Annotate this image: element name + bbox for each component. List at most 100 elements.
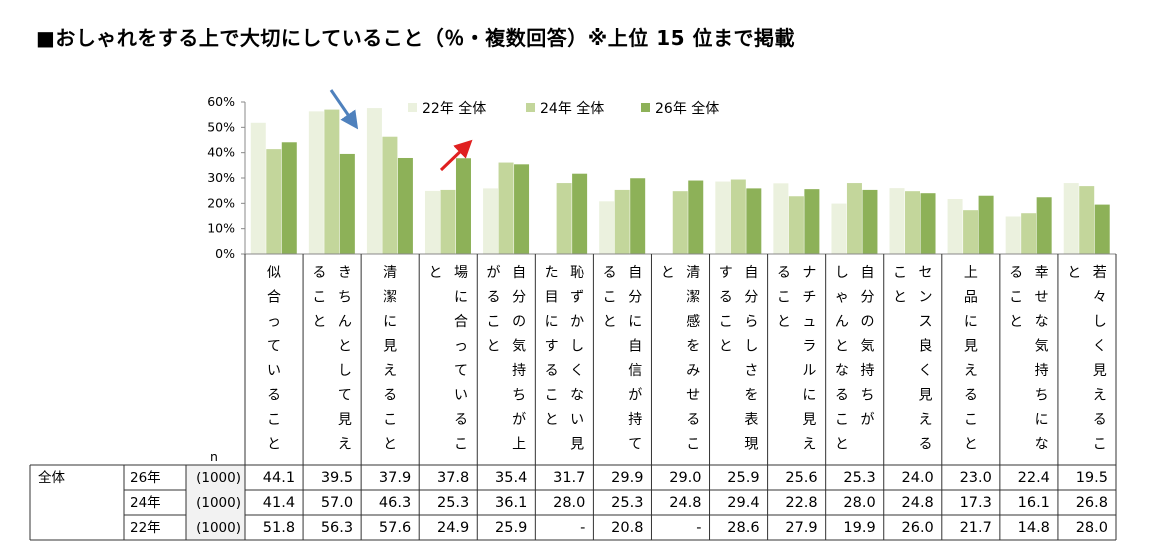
- table-cell: 29.0: [669, 470, 701, 486]
- category-label-char: る: [1009, 265, 1023, 281]
- category-label-char: が: [487, 265, 501, 281]
- category-label-char: る: [454, 412, 468, 428]
- category-label-char: 見: [383, 339, 397, 355]
- category-label-char: こ: [487, 314, 501, 330]
- category-label-char: っ: [267, 314, 281, 330]
- table-cell: 26.0: [902, 520, 934, 536]
- category-label-char: ゃ: [835, 290, 849, 306]
- category-label-char: ち: [338, 290, 352, 306]
- category-label-char: え: [802, 437, 816, 453]
- category-label-char: と: [603, 314, 617, 330]
- table-group-label: 全体: [38, 469, 65, 486]
- bar: [455, 158, 471, 254]
- category-label-char: る: [686, 412, 700, 428]
- bar: [324, 109, 340, 254]
- bar: [250, 122, 266, 254]
- category-label-char: る: [1093, 412, 1107, 428]
- category-label-char: る: [603, 265, 617, 281]
- category-label-char: く: [570, 363, 584, 379]
- table-cell: 24.8: [902, 495, 934, 511]
- category-label-char: 持: [1035, 363, 1049, 379]
- category-label-char: ず: [570, 290, 584, 306]
- category-label-char: 幸: [1035, 265, 1049, 281]
- table-cell: 25.6: [785, 470, 817, 486]
- bar: [688, 180, 704, 254]
- category-label-char: こ: [312, 290, 326, 306]
- category-label-char: と: [1009, 314, 1023, 330]
- table-cell: 37.8: [437, 470, 469, 486]
- table-cell: 29.4: [727, 495, 759, 511]
- category-label-char: ン: [919, 290, 933, 306]
- category-label-char: 目: [545, 290, 559, 306]
- category-label-char: こ: [777, 290, 791, 306]
- bar: [614, 189, 630, 254]
- category-label-char: 上: [512, 437, 526, 453]
- table-cell: 37.9: [379, 470, 411, 486]
- category-label-char: る: [964, 388, 978, 404]
- category-label-char: た: [545, 265, 559, 281]
- bar: [715, 181, 731, 254]
- category-label-char: の: [860, 314, 874, 330]
- table-cell: 57.6: [379, 520, 411, 536]
- table-cell: 17.3: [960, 495, 992, 511]
- category-label-char: こ: [1009, 290, 1023, 306]
- bar: [831, 203, 847, 254]
- category-label-char: 々: [1093, 290, 1107, 306]
- bar: [1005, 216, 1021, 254]
- category-label-char: し: [570, 339, 584, 355]
- table-row-n: (1000): [196, 470, 241, 486]
- category-label-char: と: [719, 339, 733, 355]
- category-label-char: る: [777, 265, 791, 281]
- category-label-char: く: [1093, 339, 1107, 355]
- bar: [382, 136, 398, 254]
- category-label-char: る: [919, 437, 933, 453]
- down-arrow: [329, 89, 359, 130]
- bar: [572, 173, 588, 254]
- category-label-char: 自: [628, 265, 642, 281]
- category-label-char: こ: [383, 412, 397, 428]
- category-label-char: ら: [744, 314, 758, 330]
- bar: [498, 162, 514, 254]
- category-label-char: こ: [603, 290, 617, 306]
- category-label-char: 清: [383, 265, 397, 281]
- table-cell: 22.4: [1018, 470, 1050, 486]
- bar: [308, 111, 324, 254]
- bar: [424, 190, 440, 254]
- category-label-char: さ: [744, 363, 758, 379]
- legend-label: 26年 全体: [655, 100, 719, 117]
- category-label-char: し: [744, 339, 758, 355]
- y-tick-label: 50%: [207, 119, 235, 134]
- category-label-char: と: [893, 290, 907, 306]
- category-label-char: と: [835, 339, 849, 355]
- category-label-char: 気: [512, 339, 526, 355]
- category-label-char: 見: [964, 339, 978, 355]
- bar: [599, 201, 615, 254]
- category-label-char: ナ: [802, 265, 816, 281]
- category-label-char: い: [454, 388, 468, 404]
- category-label-char: 自: [628, 339, 642, 355]
- category-label-char: 清: [686, 265, 700, 281]
- category-label-char: の: [512, 314, 526, 330]
- category-label-char: に: [964, 314, 978, 330]
- category-label-char: 持: [628, 412, 642, 428]
- bar: [862, 189, 878, 254]
- category-label-char: 見: [919, 388, 933, 404]
- category-label-char: せ: [686, 388, 700, 404]
- bar: [963, 210, 979, 254]
- bar: [788, 196, 804, 254]
- bar: [773, 183, 789, 254]
- table-cell: 41.4: [263, 495, 295, 511]
- y-tick-label: 40%: [207, 145, 235, 160]
- category-label-char: と: [428, 265, 442, 281]
- table-cell: 26.8: [1076, 495, 1108, 511]
- page-title: ■おしゃれをする上で大切にしていること（％・複数回答）※上位 15 位まで掲載: [36, 26, 795, 50]
- category-label-char: 恥: [570, 265, 584, 281]
- category-label-char: と: [267, 437, 281, 453]
- category-label-char: セ: [919, 265, 933, 281]
- category-label-char: か: [570, 314, 584, 330]
- bar: [1036, 197, 1052, 254]
- category-label-char: 自: [744, 265, 758, 281]
- table-cell: 25.3: [437, 495, 469, 511]
- category-label-char: ち: [1035, 388, 1049, 404]
- category-label-char: と: [835, 437, 849, 453]
